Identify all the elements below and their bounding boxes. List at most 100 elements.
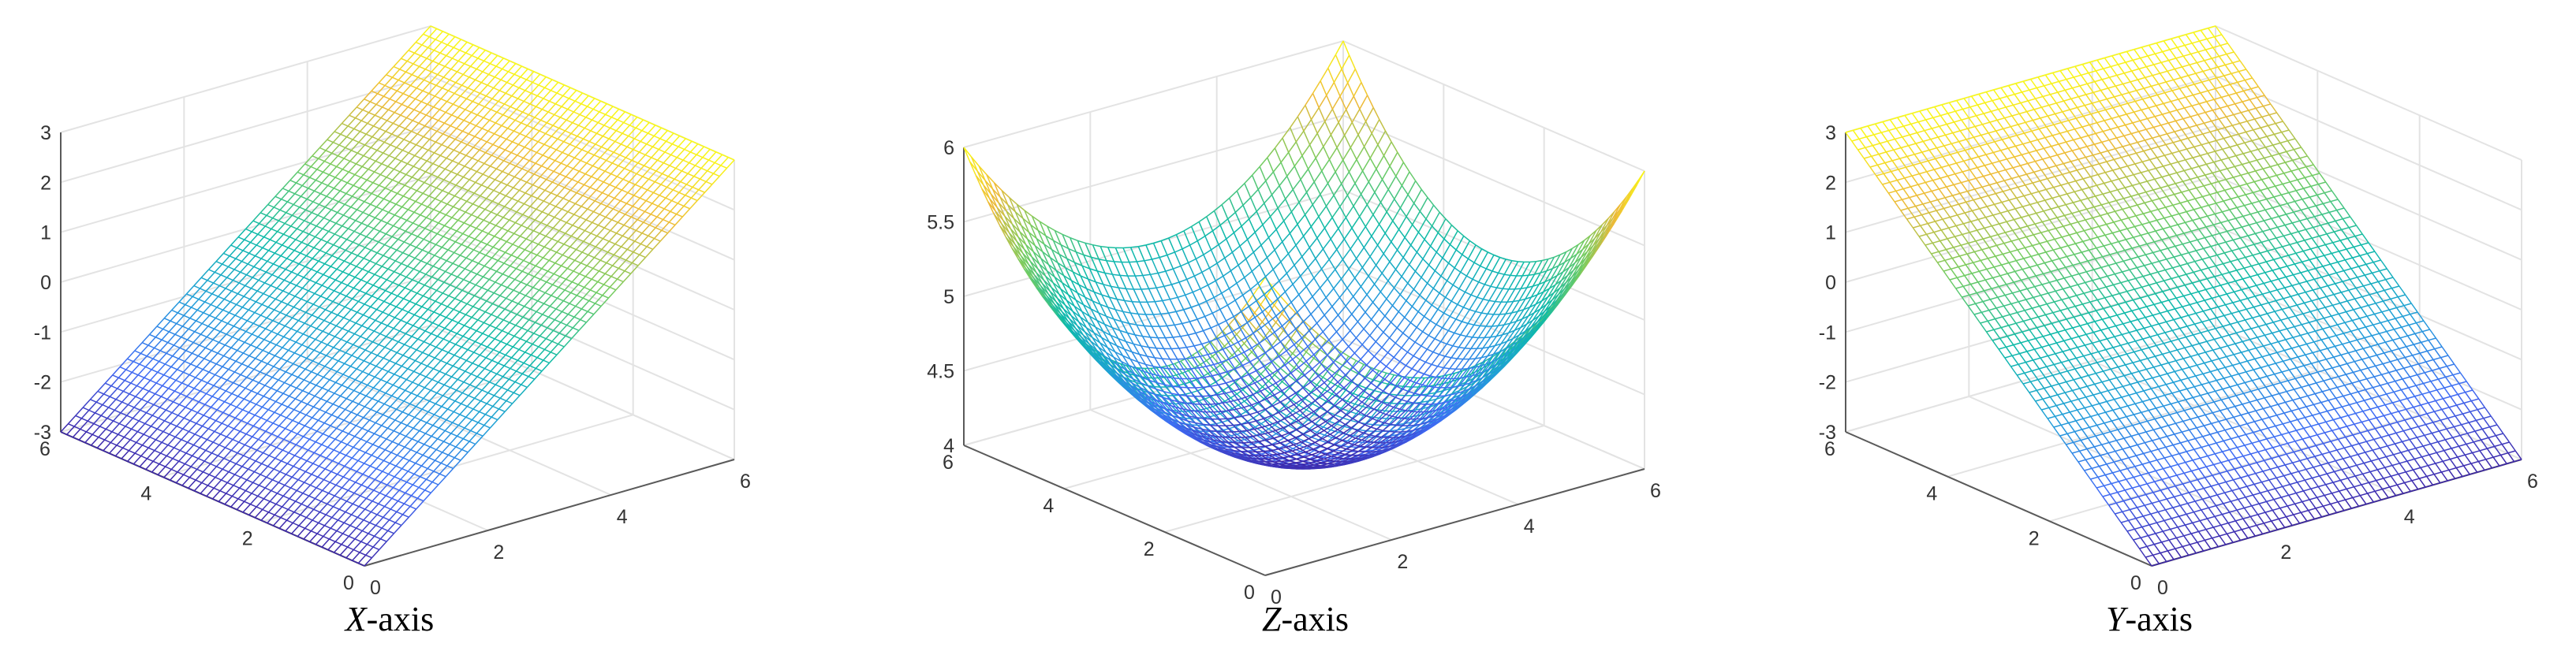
mesh-segment — [482, 166, 491, 175]
mesh-segment — [303, 166, 312, 176]
mesh-segment — [219, 322, 229, 333]
mesh-segment — [514, 119, 522, 124]
mesh-segment — [418, 319, 427, 329]
mesh-segment — [319, 306, 326, 311]
mesh-segment — [607, 289, 617, 299]
mesh-segment — [541, 109, 549, 113]
mesh-segment — [360, 476, 370, 486]
mesh-segment — [114, 447, 124, 457]
mesh-segment — [391, 489, 400, 499]
mesh-segment — [457, 219, 465, 224]
mesh-segment — [172, 449, 181, 460]
mesh-segment — [362, 370, 369, 375]
mesh-segment — [87, 420, 95, 425]
mesh-segment — [218, 444, 226, 448]
mesh-segment — [265, 320, 274, 329]
mesh-segment — [124, 371, 133, 381]
mesh-segment — [343, 214, 350, 219]
mesh-segment — [94, 404, 103, 414]
mesh-segment — [306, 516, 313, 521]
mesh-segment — [252, 371, 261, 381]
mesh-segment — [439, 63, 446, 67]
mesh-segment — [151, 463, 160, 473]
mesh-segment — [518, 143, 525, 148]
mesh-segment — [397, 184, 405, 194]
mesh-segment — [300, 506, 308, 515]
mesh-segment — [270, 277, 279, 286]
mesh-segment — [505, 195, 513, 199]
mesh-segment — [288, 349, 295, 354]
mesh-segment — [504, 403, 513, 412]
mesh-segment — [427, 403, 436, 413]
mesh-segment — [431, 222, 439, 232]
mesh-segment — [454, 187, 463, 197]
mesh-segment — [357, 516, 364, 521]
mesh-segment — [260, 258, 268, 262]
mesh-segment — [450, 276, 458, 286]
mesh-segment — [361, 325, 368, 329]
mesh-segment — [372, 546, 380, 551]
mesh-segment — [295, 231, 304, 240]
mesh-segment — [416, 285, 425, 294]
mesh-segment — [268, 241, 277, 251]
mesh-segment — [349, 255, 359, 265]
mesh-segment — [371, 352, 378, 356]
mesh-segment — [532, 287, 539, 291]
mesh-segment — [495, 168, 503, 173]
mesh-segment — [66, 426, 75, 435]
mesh-segment — [286, 360, 294, 365]
mesh-segment — [402, 252, 409, 256]
mesh-segment — [629, 162, 639, 172]
mesh-segment — [485, 143, 494, 154]
mesh-segment — [267, 419, 274, 424]
mesh-segment — [704, 184, 713, 193]
mesh-segment — [304, 220, 311, 225]
mesh-segment — [461, 179, 470, 188]
mesh-segment — [128, 404, 135, 408]
mesh-segment — [457, 71, 464, 76]
mesh-segment — [432, 162, 439, 167]
mesh-segment — [162, 430, 170, 435]
mesh-segment — [404, 82, 411, 87]
mesh-segment — [552, 276, 561, 285]
mesh-segment — [272, 311, 281, 322]
mesh-segment — [649, 159, 659, 169]
mesh-segment — [278, 371, 286, 381]
mesh-segment — [502, 106, 511, 116]
mesh-segment — [477, 422, 485, 426]
mesh-segment — [318, 363, 326, 367]
mesh-segment — [576, 286, 585, 296]
mesh-segment — [264, 377, 273, 386]
mesh-segment — [453, 300, 461, 310]
mesh-segment — [547, 270, 554, 275]
mesh-segment — [245, 387, 252, 392]
mesh-segment — [82, 407, 90, 411]
mesh-segment — [365, 489, 375, 499]
mesh-segment — [493, 189, 500, 194]
mesh-segment — [483, 162, 491, 167]
mesh-segment — [370, 241, 379, 251]
mesh-segment — [557, 130, 566, 140]
mesh-segment — [392, 478, 401, 489]
mesh-segment — [237, 341, 245, 352]
mesh-segment — [242, 250, 250, 254]
mesh-segment — [457, 166, 465, 175]
mesh-segment — [422, 287, 431, 296]
mesh-segment — [254, 471, 261, 475]
mesh-segment — [438, 381, 445, 385]
mesh-segment — [480, 335, 490, 345]
mesh-segment — [609, 184, 616, 188]
mesh-segment — [242, 401, 251, 411]
mesh-segment — [198, 458, 205, 462]
mesh-segment — [356, 463, 365, 472]
mesh-segment — [559, 173, 566, 177]
mesh-segment — [469, 122, 476, 127]
mesh-segment — [420, 457, 430, 467]
mesh-segment — [414, 52, 421, 57]
mesh-segment — [534, 109, 543, 118]
mesh-segment — [433, 368, 440, 372]
mesh-segment — [341, 376, 350, 386]
mesh-segment — [586, 265, 594, 270]
mesh-segment — [426, 255, 435, 264]
mesh-segment — [446, 101, 454, 105]
